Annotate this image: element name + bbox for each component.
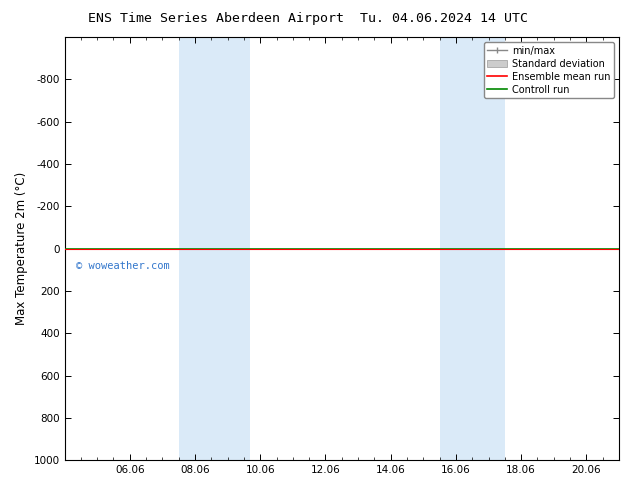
Bar <box>179 37 211 460</box>
Text: © woweather.com: © woweather.com <box>75 261 169 271</box>
Bar <box>211 37 250 460</box>
Y-axis label: Max Temperature 2m (°C): Max Temperature 2m (°C) <box>15 172 28 325</box>
Bar <box>439 37 472 460</box>
Bar <box>472 37 505 460</box>
Text: Tu. 04.06.2024 14 UTC: Tu. 04.06.2024 14 UTC <box>360 12 527 25</box>
Text: ENS Time Series Aberdeen Airport: ENS Time Series Aberdeen Airport <box>87 12 344 25</box>
Legend: min/max, Standard deviation, Ensemble mean run, Controll run: min/max, Standard deviation, Ensemble me… <box>484 42 614 98</box>
